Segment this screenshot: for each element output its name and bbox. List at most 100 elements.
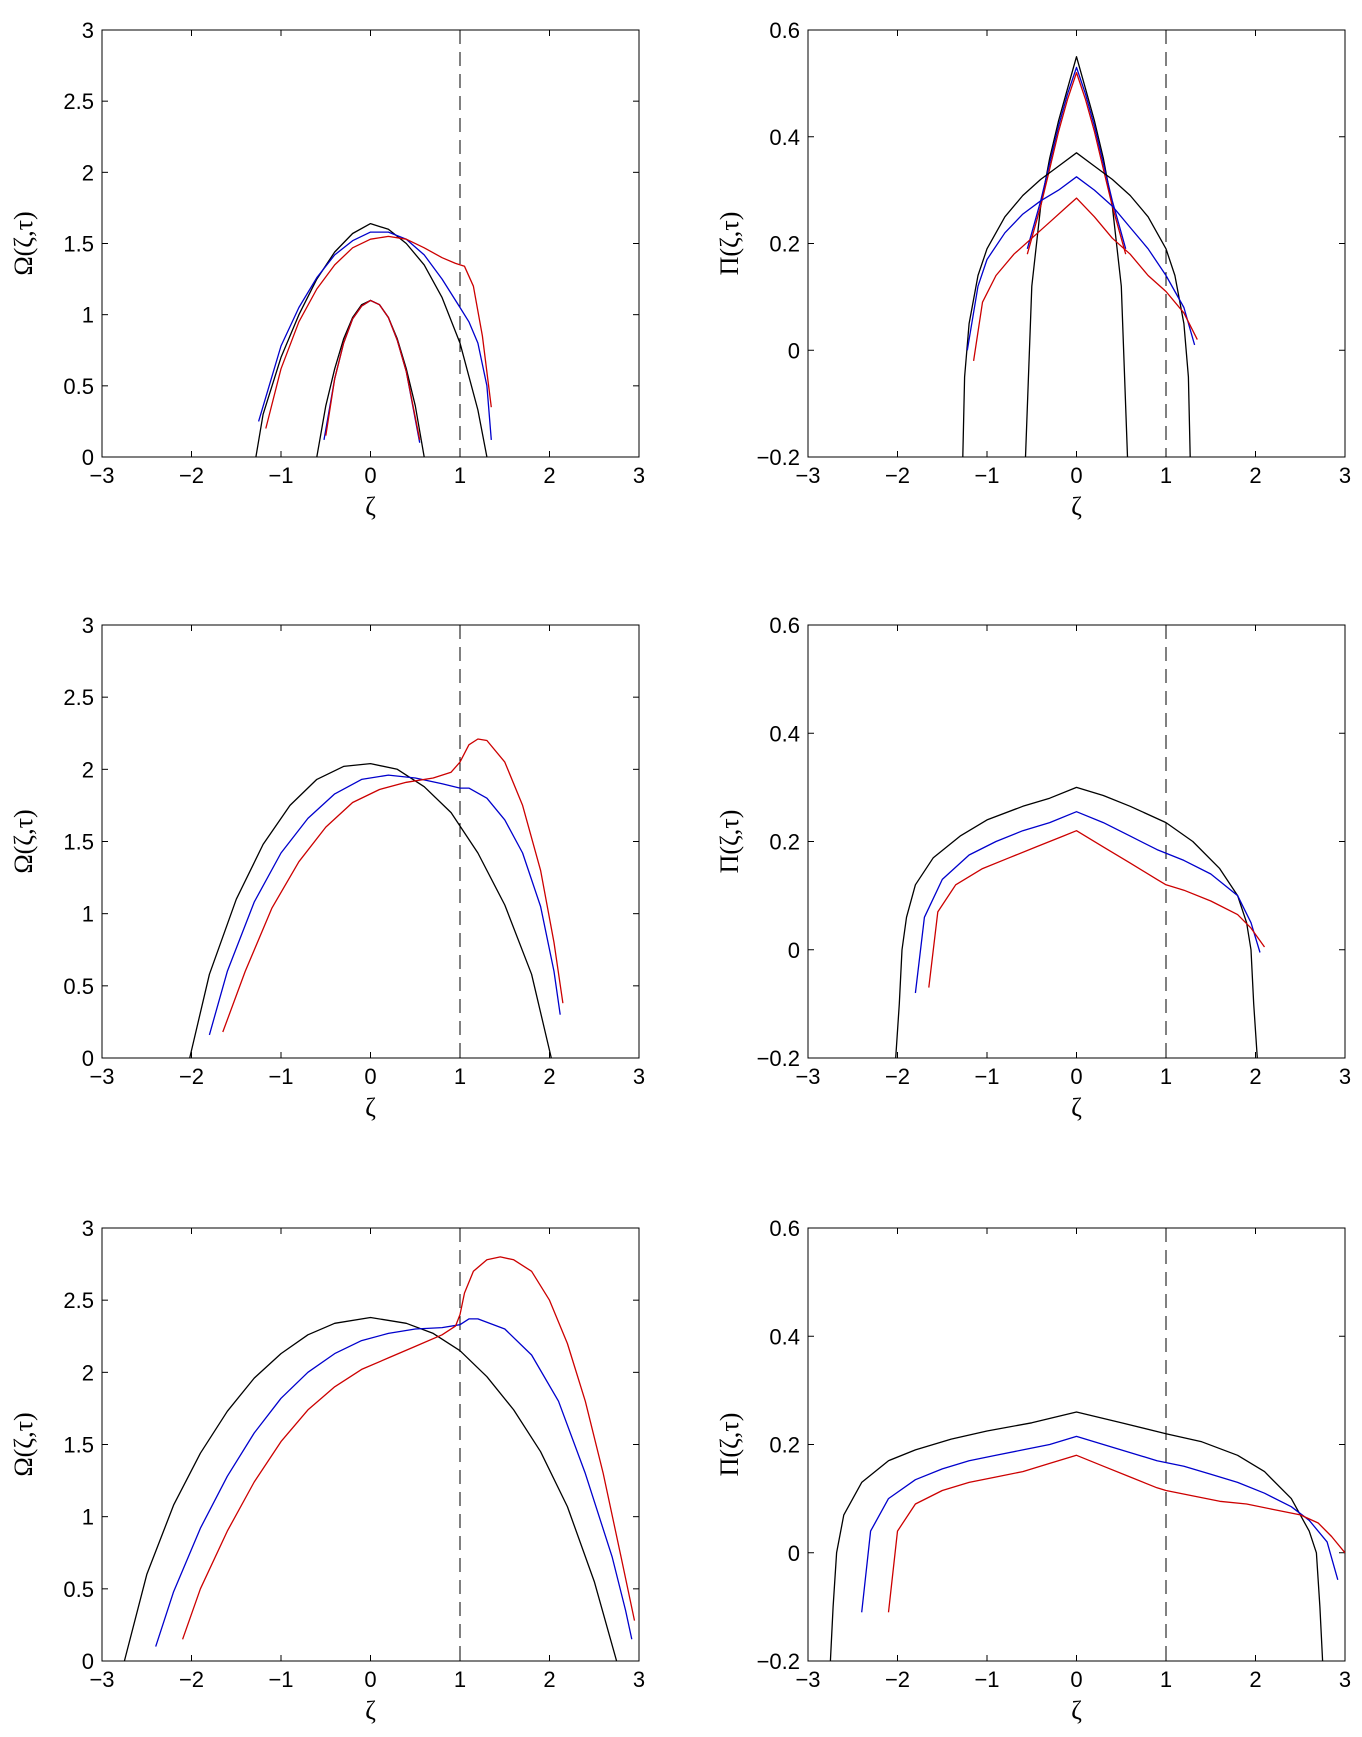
- x-tick-label: −3: [795, 1064, 820, 1089]
- y-tick-label: 1: [82, 1505, 94, 1530]
- x-axis-label: ζ: [365, 492, 376, 521]
- chart-panel-omega_row2: −3 −2 −1 0 1 2 3 0 0.5 1 1.5 2 2.5 3 ζ Ω(ζ,τ): [9, 613, 645, 1122]
- x-tick-label: 3: [1339, 1064, 1351, 1089]
- series-line-2: [222, 738, 564, 1033]
- x-tick-label: 2: [543, 1064, 555, 1089]
- y-tick-label: 0.5: [63, 974, 94, 999]
- series-line-1: [861, 1435, 1339, 1613]
- y-tick-label: 2: [82, 160, 94, 185]
- series-line-0: [123, 1316, 618, 1661]
- y-tick-label: 2.5: [63, 685, 94, 710]
- chart-panel-pi_row2: −3 −2 −1 0 1 2 3 −0.2 0 0.2 0.4 0.6 ζ Π(ζ,τ): [715, 613, 1351, 1122]
- x-tick-label: −3: [795, 1667, 820, 1692]
- series-line-3: [255, 222, 488, 457]
- y-tick-label: 1.5: [63, 830, 94, 855]
- y-tick-label: 0: [82, 1046, 94, 1071]
- x-tick-label: −2: [885, 463, 910, 488]
- x-tick-label: 0: [364, 463, 376, 488]
- x-tick-label: 1: [454, 1064, 466, 1089]
- series-line-1: [155, 1318, 633, 1647]
- x-tick-label: 2: [1249, 463, 1261, 488]
- axes-frame: [101, 1227, 640, 1662]
- y-tick-label: 2: [82, 757, 94, 782]
- series-line-0: [1024, 56, 1129, 457]
- y-axis-label: Π(ζ,τ): [715, 1413, 744, 1477]
- x-tick-label: −1: [974, 463, 999, 488]
- series-line-4: [966, 176, 1196, 351]
- x-tick-label: −2: [179, 1667, 204, 1692]
- x-tick-label: 0: [1070, 463, 1082, 488]
- y-tick-label: 2: [82, 1360, 94, 1385]
- x-tick-label: −2: [885, 1064, 910, 1089]
- y-tick-label: 0.6: [769, 1216, 800, 1241]
- y-tick-label: 0.5: [63, 1577, 94, 1602]
- x-tick-label: −1: [268, 1064, 293, 1089]
- x-axis-label: ζ: [365, 1696, 376, 1725]
- x-tick-label: −3: [795, 463, 820, 488]
- series-line-0: [829, 1411, 1324, 1661]
- axes-frame: [101, 624, 640, 1059]
- x-axis-label: ζ: [365, 1093, 376, 1122]
- x-tick-label: 2: [543, 463, 555, 488]
- chart-panel-omega_row1: −3 −2 −1 0 1 2 3 0 0.5 1 1.5 2 2.5 3 ζ Ω(ζ,τ): [9, 18, 645, 521]
- x-tick-label: −2: [179, 1064, 204, 1089]
- x-tick-label: −3: [89, 1064, 114, 1089]
- y-tick-label: 0.6: [769, 613, 800, 638]
- y-tick-label: 1: [82, 902, 94, 927]
- series-line-1: [914, 811, 1261, 994]
- series-line-0: [895, 786, 1258, 1058]
- axes-frame: [807, 624, 1346, 1059]
- x-tick-label: 3: [1339, 463, 1351, 488]
- chart-panel-omega_row3: −3 −2 −1 0 1 2 3 0 0.5 1 1.5 2 2.5 3 ζ Ω(ζ,τ): [9, 1216, 645, 1725]
- series-line-1: [208, 774, 561, 1036]
- y-axis-label: Π(ζ,τ): [715, 810, 744, 874]
- x-tick-label: 1: [1160, 463, 1172, 488]
- y-tick-label: 0.2: [769, 1433, 800, 1458]
- x-tick-label: −3: [89, 1667, 114, 1692]
- y-tick-label: 0.4: [769, 1324, 800, 1349]
- y-tick-label: −0.2: [757, 445, 800, 470]
- x-tick-label: 0: [364, 1064, 376, 1089]
- axes-frame: [101, 29, 640, 458]
- x-tick-label: −3: [89, 463, 114, 488]
- chart-panel-pi_row1: −3 −2 −1 0 1 2 3 −0.2 0 0.2 0.4 0.6 ζ Π(ζ,τ): [715, 18, 1351, 521]
- y-tick-label: 0: [788, 938, 800, 963]
- chart-panel-pi_row3: −3 −2 −1 0 1 2 3 −0.2 0 0.2 0.4 0.6 ζ Π(ζ,τ): [715, 1216, 1351, 1725]
- x-tick-label: −1: [268, 463, 293, 488]
- x-tick-label: −2: [179, 463, 204, 488]
- y-axis-label: Ω(ζ,τ): [9, 809, 38, 873]
- x-tick-label: 0: [1070, 1064, 1082, 1089]
- x-tick-label: 3: [633, 1667, 645, 1692]
- x-tick-label: 1: [1160, 1667, 1172, 1692]
- x-tick-label: −1: [974, 1064, 999, 1089]
- y-tick-label: 3: [82, 613, 94, 638]
- series-line-5: [265, 235, 492, 429]
- series-line-2: [325, 299, 421, 441]
- y-tick-label: 0: [788, 338, 800, 363]
- axes-frame: [807, 29, 1346, 458]
- y-tick-label: 2.5: [63, 89, 94, 114]
- series-line-1: [1026, 66, 1127, 249]
- series-line-4: [257, 231, 492, 440]
- y-tick-label: 0.6: [769, 18, 800, 43]
- x-tick-label: 1: [1160, 1064, 1172, 1089]
- x-axis-label: ζ: [1071, 1696, 1082, 1725]
- y-tick-label: 1.5: [63, 232, 94, 257]
- x-tick-label: 3: [1339, 1667, 1351, 1692]
- y-tick-label: 0.4: [769, 125, 800, 150]
- series-line-2: [928, 830, 1266, 988]
- series-line-3: [962, 152, 1191, 457]
- x-tick-label: 1: [454, 1667, 466, 1692]
- series-line-0: [189, 762, 552, 1058]
- y-axis-label: Ω(ζ,τ): [9, 1412, 38, 1476]
- y-tick-label: 0: [82, 1649, 94, 1674]
- x-tick-label: 2: [543, 1667, 555, 1692]
- y-axis-label: Ω(ζ,τ): [9, 211, 38, 275]
- series-line-2: [181, 1256, 636, 1640]
- axes-frame: [807, 1227, 1346, 1662]
- series-line-5: [972, 197, 1198, 361]
- x-tick-label: 2: [1249, 1667, 1261, 1692]
- x-tick-label: 3: [633, 463, 645, 488]
- y-tick-label: 0: [82, 445, 94, 470]
